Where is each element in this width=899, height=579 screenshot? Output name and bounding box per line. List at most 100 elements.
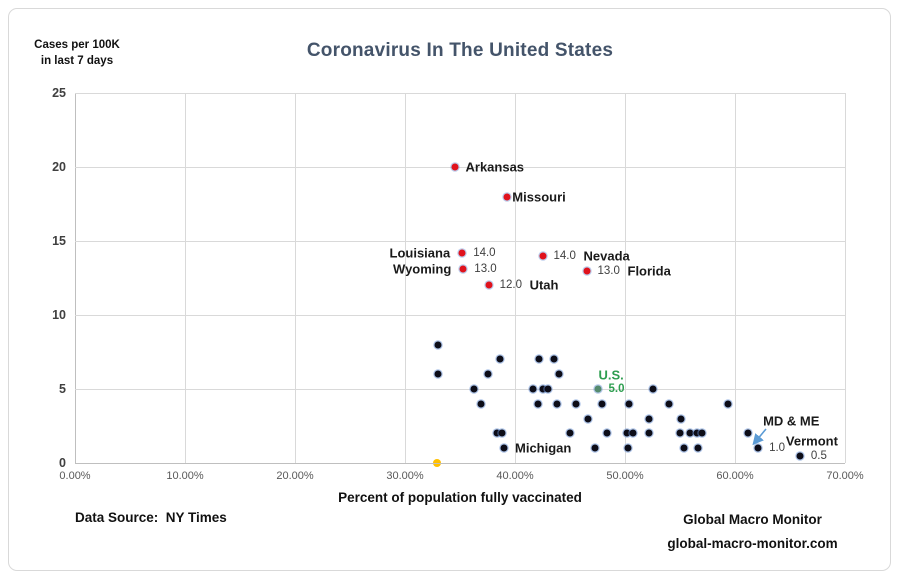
gridline-horizontal <box>75 315 845 316</box>
point-label-md-me: MD & ME <box>763 413 820 429</box>
gridline-vertical <box>405 93 406 463</box>
point-label-wyoming: Wyoming <box>393 261 452 277</box>
gridline-horizontal <box>75 167 845 168</box>
y-tick-label: 5 <box>59 382 66 396</box>
brand-block: Global Macro Monitor global-macro-monito… <box>645 508 860 555</box>
data-point-md-me <box>754 444 762 452</box>
y-axis-title-line1: Cases per 100K <box>34 39 120 51</box>
data-point <box>676 429 684 437</box>
data-point <box>434 341 442 349</box>
point-value-nevada: 14.0 <box>553 249 576 262</box>
data-point <box>680 444 688 452</box>
point-value-wyoming: 13.0 <box>474 263 497 276</box>
point-label-arkansas: Arkansas <box>465 159 525 175</box>
data-point <box>645 429 653 437</box>
brand-url: global-macro-monitor.com <box>667 535 838 551</box>
plot-area: 0 5 10 15 20 25 0.00% 10.00% 20.00% 30.00% 40.00% 5… <box>52 86 864 482</box>
x-tick-label: 70.00% <box>826 470 864 482</box>
data-point <box>591 444 599 452</box>
point-value-louisiana: 14.0 <box>473 246 496 259</box>
x-tick-label: 40.00% <box>496 470 534 482</box>
point-value-u-s: 5.0 <box>608 383 625 395</box>
data-point-wyoming <box>459 265 467 273</box>
data-point <box>724 400 732 408</box>
data-point <box>553 400 561 408</box>
gridline-vertical <box>295 93 296 463</box>
data-point <box>603 429 611 437</box>
data-point <box>539 385 546 393</box>
y-tick-label: 20 <box>52 160 66 174</box>
x-axis-title: Percent of population fully vaccinated <box>338 490 582 505</box>
x-tick-label: 20.00% <box>276 470 314 482</box>
data-point <box>555 370 563 378</box>
data-point <box>665 400 673 408</box>
data-point-florida <box>583 267 590 275</box>
data-point <box>693 429 700 437</box>
data-point <box>649 385 656 393</box>
data-point <box>744 429 752 437</box>
y-tick-label: 25 <box>52 86 66 100</box>
data-point <box>493 429 501 437</box>
y-tick-label: 10 <box>52 308 66 322</box>
data-point <box>572 400 579 408</box>
point-label-utah: Utah <box>529 277 559 293</box>
point-value-florida: 13.0 <box>597 264 620 277</box>
data-point <box>484 370 491 378</box>
data-point <box>584 415 592 423</box>
gridline-horizontal <box>75 389 845 390</box>
data-point <box>624 444 632 452</box>
data-point-vermont <box>796 452 804 460</box>
gridline-vertical <box>625 93 626 463</box>
point-label-vermont: Vermont <box>785 433 838 449</box>
data-point-utah <box>485 281 493 289</box>
gridline-vertical <box>185 93 186 463</box>
data-point-u-s <box>594 385 601 393</box>
gridline-horizontal <box>75 93 845 94</box>
x-tick-label: 10.00% <box>166 470 204 482</box>
data-point-arkansas <box>451 163 458 171</box>
y-axis-title-line2: in last 7 days <box>40 54 114 67</box>
data-point <box>477 400 485 408</box>
data-point <box>677 415 685 423</box>
data-point <box>694 444 702 452</box>
data-point <box>550 355 557 363</box>
data-point-missouri <box>503 193 511 201</box>
data-point <box>470 385 478 393</box>
data-point <box>566 429 574 437</box>
gridline-vertical <box>735 93 736 463</box>
point-label-michigan: Michigan <box>515 440 572 456</box>
x-tick-label: 30.00% <box>386 470 424 482</box>
point-label-florida: Florida <box>627 263 671 279</box>
data-point <box>598 400 606 408</box>
data-point <box>686 429 694 437</box>
y-tick-label: 0 <box>59 456 66 470</box>
data-point <box>529 385 537 393</box>
data-point-michigan <box>500 444 508 452</box>
md-me-callout-arrow-icon <box>752 428 767 446</box>
point-label-missouri: Missouri <box>512 189 566 205</box>
data-point <box>698 429 706 437</box>
data-point <box>535 355 543 363</box>
data-point <box>434 370 442 378</box>
point-label-u-s: U.S. <box>598 367 624 383</box>
data-point <box>534 400 542 408</box>
data-point <box>498 429 506 437</box>
data-point <box>645 415 653 423</box>
x-tick-label: 0.00% <box>59 470 91 482</box>
gridline-vertical <box>515 93 516 463</box>
data-point-louisiana <box>458 249 466 257</box>
data-point <box>625 400 633 408</box>
y-axis-title: Cases per 100K in last 7 days <box>22 38 132 69</box>
x-tick-label: 50.00% <box>606 470 644 482</box>
point-value-md-me: 1.0 <box>769 442 786 455</box>
data-point-nevada <box>539 252 546 260</box>
data-point <box>629 429 637 437</box>
y-tick-label: 15 <box>52 234 66 248</box>
point-value-utah: 12.0 <box>499 279 522 292</box>
data-point <box>623 429 631 437</box>
brand-name: Global Macro Monitor <box>683 512 822 527</box>
point-label-louisiana: Louisiana <box>389 245 451 261</box>
data-point <box>496 355 504 363</box>
x-tick-label: 60.00% <box>716 470 754 482</box>
